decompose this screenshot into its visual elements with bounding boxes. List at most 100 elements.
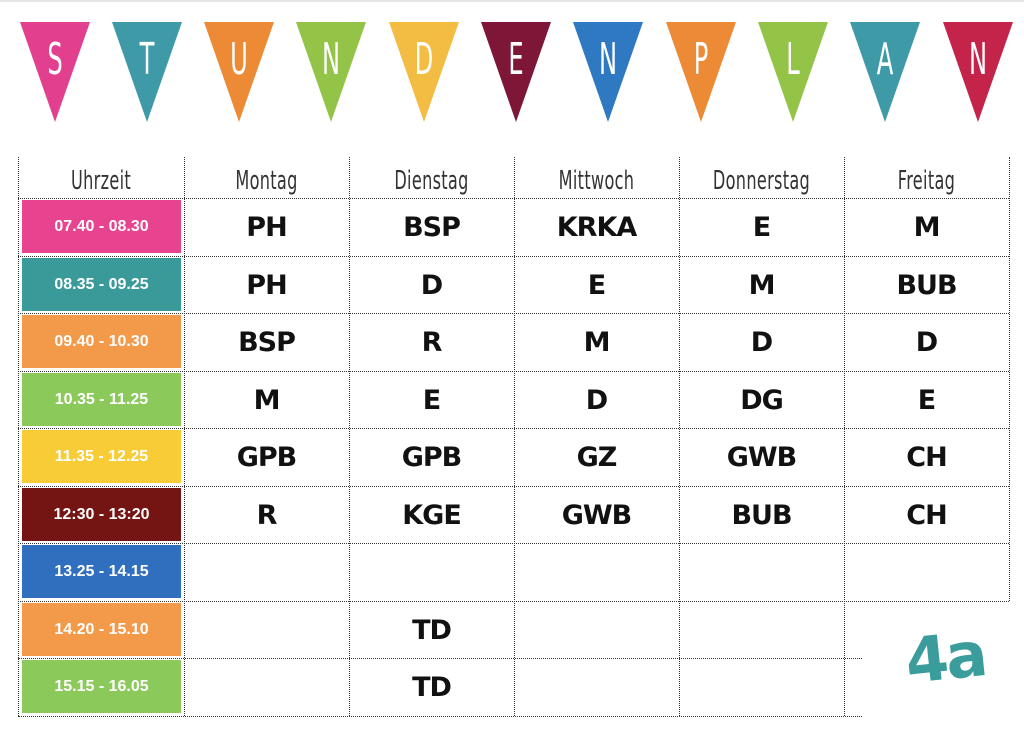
banner-letter: E [508,34,524,85]
schedule-cell: M [583,327,611,358]
grid-hline [18,601,1009,602]
time-slot: 08.35 - 09.25 [22,258,181,311]
schedule-cell: M [253,385,281,416]
schedule-cell: M [748,270,776,301]
banner-flag-5: D [389,22,459,122]
schedule-cell: CH [906,442,947,473]
schedule-cell: D [585,385,608,416]
top-border [0,0,1024,2]
banner-letter: P [693,34,709,85]
time-slot: 12:30 - 13:20 [22,488,181,541]
grid-hline [18,313,1009,314]
banner-letter: S [47,34,63,85]
schedule-cell [679,543,844,600]
schedule-cell: BSP [403,212,461,243]
schedule-cell [184,601,349,658]
schedule-cell: GPB [401,442,463,473]
header-montag: Montag [235,166,298,196]
schedule-cell [679,658,844,715]
header-mittwoch: Mittwoch [558,166,635,196]
banner-letter: N [598,34,618,85]
schedule-cell: KRKA [556,212,638,243]
grid-vline [1009,157,1010,601]
schedule-cell: GZ [576,442,618,473]
schedule-cell: PH [246,270,287,301]
schedule-cell: BUB [731,500,792,531]
grid-vline [349,157,350,716]
grid-hline [18,428,1009,429]
grid-vline [514,157,515,716]
time-slot: 15.15 - 16.05 [22,660,181,713]
banner-flag-4: N [296,22,366,122]
grid-hline [18,371,1009,372]
class-label: 4a [901,617,989,698]
banner-flag-1: S [20,22,90,122]
time-slot: 14.20 - 15.10 [22,603,181,656]
banner-flag-7: N [573,22,643,122]
grid-hline [18,658,862,659]
schedule-cell: D [420,270,443,301]
grid-vline [844,157,845,716]
grid-vline [184,157,185,716]
grid-hline [18,256,1009,257]
time-slot: 13.25 - 14.15 [22,545,181,598]
time-slot: 09.40 - 10.30 [22,315,181,368]
schedule-cell [514,543,679,600]
schedule-cell: D [750,327,773,358]
banner-letter: N [968,34,988,85]
schedule-cell: D [915,327,938,358]
grid-hline [18,198,1009,199]
banner-flag-2: T [112,22,182,122]
schedule-cell: TD [412,615,452,646]
schedule-cell: GWB [726,442,798,473]
schedule-cell: TD [412,672,452,703]
schedule-cell: R [421,327,443,358]
banner-flag-6: E [481,22,551,122]
banner-letter: L [786,34,800,85]
grid-hline [18,716,862,717]
schedule-cell: BUB [896,270,957,301]
grid-vline [18,157,19,716]
schedule-cell [679,601,844,658]
schedule-cell: M [913,212,941,243]
schedule-cell: E [917,385,936,416]
banner-flag-10: A [850,22,920,122]
schedule-cell: BSP [238,327,296,358]
schedule-cell [184,543,349,600]
header-uhrzeit: Uhrzeit [70,166,131,196]
schedule-cell: CH [906,500,947,531]
schedule-cell [514,658,679,715]
schedule-cell: PH [246,212,287,243]
schedule-cell: DG [740,385,784,416]
schedule-cell [844,543,1009,600]
time-slot: 07.40 - 08.30 [22,200,181,253]
time-slot: 10.35 - 11.25 [22,373,181,426]
banner-flag-11: N [943,22,1013,122]
schedule-cell: R [256,500,278,531]
schedule-cell: KGE [402,500,462,531]
schedule-cell [514,601,679,658]
banner-flag-9: L [758,22,828,122]
banner-flag-8: P [666,22,736,122]
banner-flag-3: U [204,22,274,122]
class-label-area [862,602,1024,732]
banner-letter: D [414,34,434,85]
schedule-cell: GPB [236,442,298,473]
header-donnerstag: Donnerstag [712,166,811,196]
schedule-cell: E [587,270,606,301]
schedule-cell: E [422,385,441,416]
banner-letter: U [230,34,248,85]
header-dienstag: Dienstag [394,166,469,196]
schedule-cell: E [752,212,771,243]
schedule-cell [184,658,349,715]
banner-letter: A [876,34,894,85]
grid-hline [18,543,1009,544]
header-freitag: Freitag [897,166,956,196]
schedule-cell: GWB [561,500,633,531]
banner-letter: T [139,34,155,85]
banner-letter: N [321,34,341,85]
time-slot: 11.35 - 12.25 [22,430,181,483]
grid-hline [18,486,1009,487]
grid-vline [679,157,680,716]
schedule-cell [349,543,514,600]
